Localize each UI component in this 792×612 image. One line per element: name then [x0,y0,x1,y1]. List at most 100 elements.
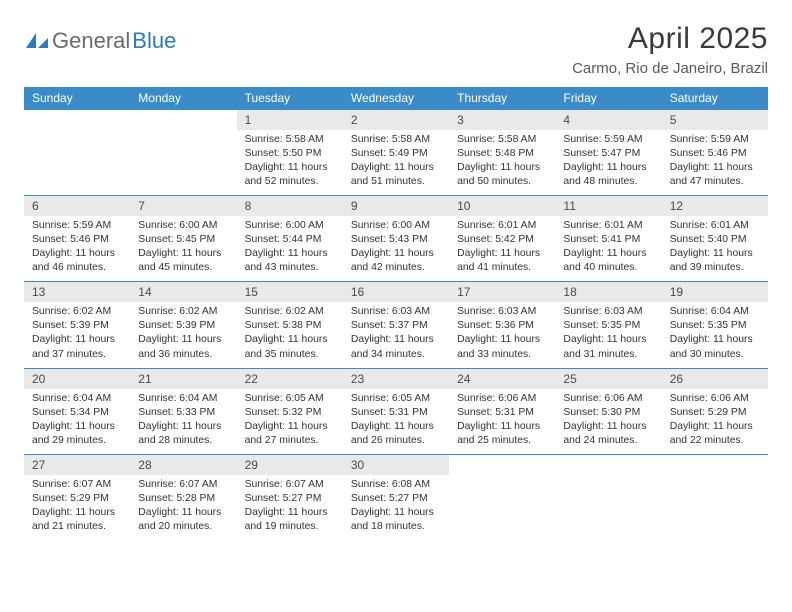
sunset-line: Sunset: 5:29 PM [32,492,122,506]
logo-text-general: General [52,28,130,54]
day-number: 7 [130,196,236,216]
day-number: 15 [237,282,343,302]
detail-row: Sunrise: 6:02 AMSunset: 5:39 PMDaylight:… [24,302,768,368]
daylight-line: Daylight: 11 hours and 52 minutes. [245,161,335,189]
daylight-line: Daylight: 11 hours and 33 minutes. [457,333,547,361]
sunrise-line: Sunrise: 6:05 AM [245,392,335,406]
day-number: 18 [555,282,661,302]
day-detail: Sunrise: 6:00 AMSunset: 5:44 PMDaylight:… [237,216,343,282]
page: GeneralBlue April 2025 Carmo, Rio de Jan… [0,0,792,562]
detail-row: Sunrise: 6:04 AMSunset: 5:34 PMDaylight:… [24,389,768,455]
sunset-line: Sunset: 5:49 PM [351,147,441,161]
day-header-saturday: Saturday [662,87,768,110]
sunset-line: Sunset: 5:43 PM [351,233,441,247]
day-number: 26 [662,369,768,389]
day-number: 14 [130,282,236,302]
day-detail: Sunrise: 6:06 AMSunset: 5:31 PMDaylight:… [449,389,555,455]
day-header-sunday: Sunday [24,87,130,110]
day-number: 27 [24,455,130,475]
day-number: 9 [343,196,449,216]
sunrise-line: Sunrise: 5:58 AM [351,133,441,147]
sunrise-line: Sunrise: 6:04 AM [670,305,760,319]
daylight-line: Daylight: 11 hours and 31 minutes. [563,333,653,361]
sunrise-line: Sunrise: 6:03 AM [351,305,441,319]
day-header-row: SundayMondayTuesdayWednesdayThursdayFrid… [24,87,768,110]
day-detail: Sunrise: 6:01 AMSunset: 5:40 PMDaylight:… [662,216,768,282]
sunrise-line: Sunrise: 6:00 AM [138,219,228,233]
day-detail: Sunrise: 6:02 AMSunset: 5:39 PMDaylight:… [24,302,130,368]
day-detail: Sunrise: 6:06 AMSunset: 5:30 PMDaylight:… [555,389,661,455]
day-number: 17 [449,282,555,302]
day-number [449,455,555,475]
day-header-tuesday: Tuesday [237,87,343,110]
day-number: 13 [24,282,130,302]
day-detail: Sunrise: 5:58 AMSunset: 5:48 PMDaylight:… [449,130,555,196]
sunrise-line: Sunrise: 6:05 AM [351,392,441,406]
daylight-line: Daylight: 11 hours and 36 minutes. [138,333,228,361]
day-detail: Sunrise: 6:06 AMSunset: 5:29 PMDaylight:… [662,389,768,455]
day-detail: Sunrise: 6:02 AMSunset: 5:39 PMDaylight:… [130,302,236,368]
day-number: 2 [343,110,449,130]
day-detail [24,130,130,196]
day-number: 20 [24,369,130,389]
sunset-line: Sunset: 5:32 PM [245,406,335,420]
day-detail: Sunrise: 5:58 AMSunset: 5:49 PMDaylight:… [343,130,449,196]
sunset-line: Sunset: 5:28 PM [138,492,228,506]
daylight-line: Daylight: 11 hours and 24 minutes. [563,420,653,448]
sunset-line: Sunset: 5:29 PM [670,406,760,420]
sunset-line: Sunset: 5:38 PM [245,319,335,333]
sunset-line: Sunset: 5:42 PM [457,233,547,247]
sunrise-line: Sunrise: 6:01 AM [457,219,547,233]
day-detail: Sunrise: 6:03 AMSunset: 5:35 PMDaylight:… [555,302,661,368]
sunset-line: Sunset: 5:45 PM [138,233,228,247]
day-detail: Sunrise: 5:59 AMSunset: 5:46 PMDaylight:… [24,216,130,282]
sunrise-line: Sunrise: 5:59 AM [32,219,122,233]
detail-row: Sunrise: 5:59 AMSunset: 5:46 PMDaylight:… [24,216,768,282]
sunrise-line: Sunrise: 6:06 AM [670,392,760,406]
day-header-wednesday: Wednesday [343,87,449,110]
daylight-line: Daylight: 11 hours and 21 minutes. [32,506,122,534]
sunset-line: Sunset: 5:39 PM [138,319,228,333]
daylight-line: Daylight: 11 hours and 46 minutes. [32,247,122,275]
daylight-line: Daylight: 11 hours and 28 minutes. [138,420,228,448]
sunset-line: Sunset: 5:31 PM [351,406,441,420]
sunrise-line: Sunrise: 6:07 AM [245,478,335,492]
sunrise-line: Sunrise: 6:02 AM [32,305,122,319]
sunset-line: Sunset: 5:31 PM [457,406,547,420]
day-number: 6 [24,196,130,216]
day-detail [555,475,661,540]
day-number: 19 [662,282,768,302]
day-detail: Sunrise: 6:05 AMSunset: 5:32 PMDaylight:… [237,389,343,455]
sunrise-line: Sunrise: 6:01 AM [563,219,653,233]
day-detail [662,475,768,540]
day-number: 22 [237,369,343,389]
day-detail: Sunrise: 5:59 AMSunset: 5:46 PMDaylight:… [662,130,768,196]
detail-row: Sunrise: 5:58 AMSunset: 5:50 PMDaylight:… [24,130,768,196]
daynum-row: 12345 [24,110,768,130]
sunrise-line: Sunrise: 5:59 AM [563,133,653,147]
day-number: 4 [555,110,661,130]
sunrise-line: Sunrise: 6:06 AM [563,392,653,406]
logo: GeneralBlue [24,22,176,54]
daynum-row: 13141516171819 [24,282,768,302]
daylight-line: Daylight: 11 hours and 25 minutes. [457,420,547,448]
sunrise-line: Sunrise: 6:01 AM [670,219,760,233]
day-detail: Sunrise: 6:03 AMSunset: 5:37 PMDaylight:… [343,302,449,368]
daylight-line: Daylight: 11 hours and 41 minutes. [457,247,547,275]
day-detail [449,475,555,540]
day-detail: Sunrise: 6:01 AMSunset: 5:41 PMDaylight:… [555,216,661,282]
sunrise-line: Sunrise: 6:08 AM [351,478,441,492]
day-detail: Sunrise: 6:08 AMSunset: 5:27 PMDaylight:… [343,475,449,540]
day-number: 23 [343,369,449,389]
sunset-line: Sunset: 5:27 PM [351,492,441,506]
daylight-line: Daylight: 11 hours and 40 minutes. [563,247,653,275]
day-number [24,110,130,130]
day-number: 5 [662,110,768,130]
day-detail: Sunrise: 6:03 AMSunset: 5:36 PMDaylight:… [449,302,555,368]
day-number: 29 [237,455,343,475]
sunrise-line: Sunrise: 5:59 AM [670,133,760,147]
day-detail: Sunrise: 6:07 AMSunset: 5:27 PMDaylight:… [237,475,343,540]
sunrise-line: Sunrise: 6:00 AM [245,219,335,233]
location-subtitle: Carmo, Rio de Janeiro, Brazil [572,60,768,77]
daylight-line: Daylight: 11 hours and 45 minutes. [138,247,228,275]
